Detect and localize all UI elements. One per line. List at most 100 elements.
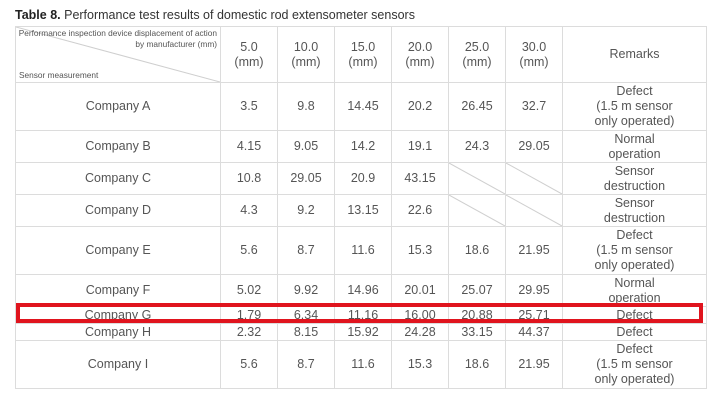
value-cell: 5.02 — [220, 274, 278, 307]
diagonal-line — [506, 163, 562, 194]
column-header-value: 25.0 — [464, 39, 490, 54]
remark-line: Defect — [616, 84, 653, 98]
value-cell: 29.05 — [505, 130, 563, 163]
header-row: Performance inspection device displaceme… — [15, 26, 707, 83]
remark-line: Normal — [614, 131, 655, 146]
value-cell: 11.6 — [334, 226, 392, 275]
value-cell: 14.45 — [334, 82, 392, 131]
value-cell: 8.7 — [277, 340, 335, 389]
value-cell: 4.15 — [220, 130, 278, 163]
value-cell: 18.6 — [448, 340, 506, 389]
empty-diagonal-cell — [505, 162, 563, 195]
remark-line: (1.5 m sensor — [596, 243, 673, 257]
table-row: Company D 4.3 9.2 13.15 22.6 Sensor dest… — [15, 194, 707, 227]
value-cell: 9.92 — [277, 274, 335, 307]
remark-line: Sensor — [614, 163, 655, 178]
value-cell: 9.8 — [277, 82, 335, 131]
value-cell: 15.3 — [391, 226, 449, 275]
remarks-cell: Defect (1.5 m sensor only operated) — [562, 226, 707, 275]
value-cell: 22.6 — [391, 194, 449, 227]
value-cell: 32.7 — [505, 82, 563, 131]
value-cell: 33.15 — [448, 323, 506, 341]
value-cell: 9.2 — [277, 194, 335, 227]
company-cell: Company I — [15, 340, 221, 389]
value-cell: 15.3 — [391, 340, 449, 389]
remark-line: Defect — [616, 324, 653, 339]
diagonal-line — [449, 163, 505, 194]
corner-header-top-text: Performance inspection device displaceme… — [19, 28, 217, 50]
remarks-header: Remarks — [562, 26, 707, 83]
column-header-unit: (mm) — [405, 54, 435, 69]
value-cell: 20.2 — [391, 82, 449, 131]
remark-line: destruction — [603, 178, 666, 193]
table-row: Company C 10.8 29.05 20.9 43.15 Sensor d… — [15, 162, 707, 195]
column-header: 20.0 (mm) — [391, 26, 449, 83]
remark-line: only operated) — [594, 258, 675, 272]
empty-diagonal-cell — [448, 194, 506, 227]
company-cell: Company H — [15, 323, 221, 341]
company-cell: Company D — [15, 194, 221, 227]
value-cell: 8.7 — [277, 226, 335, 275]
remarks-cell: Sensor destruction — [562, 162, 707, 195]
table-row: Company A 3.5 9.8 14.45 20.2 26.45 32.7 … — [15, 82, 707, 131]
value-cell: 25.07 — [448, 274, 506, 307]
remark-line: only operated) — [594, 114, 675, 128]
column-header-value: 15.0 — [350, 39, 376, 54]
value-cell: 5.6 — [220, 226, 278, 275]
remarks-cell: Defect (1.5 m sensor only operated) — [562, 82, 707, 131]
column-header: 30.0 (mm) — [505, 26, 563, 83]
value-cell: 29.05 — [277, 162, 335, 195]
company-g-highlight-box — [16, 303, 703, 323]
table-row: Company F 5.02 9.92 14.96 20.01 25.07 29… — [15, 274, 707, 307]
table-row: Company H 2.32 8.15 15.92 24.28 33.15 44… — [15, 323, 707, 341]
value-cell: 19.1 — [391, 130, 449, 163]
remark-line: operation — [608, 290, 661, 305]
remarks-cell: Defect — [562, 323, 707, 341]
value-cell: 2.32 — [220, 323, 278, 341]
column-header: 25.0 (mm) — [448, 26, 506, 83]
value-cell: 4.3 — [220, 194, 278, 227]
company-cell: Company C — [15, 162, 221, 195]
value-cell: 3.5 — [220, 82, 278, 131]
value-cell: 29.95 — [505, 274, 563, 307]
corner-header-top-line2: by manufacturer (mm) — [135, 39, 217, 49]
company-cell: Company E — [15, 226, 221, 275]
value-cell: 18.6 — [448, 226, 506, 275]
value-cell: 15.92 — [334, 323, 392, 341]
table-row: Company B 4.15 9.05 14.2 19.1 24.3 29.05… — [15, 130, 707, 163]
value-cell: 21.95 — [505, 340, 563, 389]
table-row: Company E 5.6 8.7 11.6 15.3 18.6 21.95 D… — [15, 226, 707, 275]
column-header: 10.0 (mm) — [277, 26, 335, 83]
corner-header-top-line1: Performance inspection device displaceme… — [18, 28, 217, 38]
remark-line: only operated) — [594, 372, 675, 386]
value-cell: 9.05 — [277, 130, 335, 163]
results-table: Performance inspection device displaceme… — [15, 26, 707, 389]
company-cell: Company F — [15, 274, 221, 307]
table-row: Company I 5.6 8.7 11.6 15.3 18.6 21.95 D… — [15, 340, 707, 389]
value-cell: 26.45 — [448, 82, 506, 131]
column-header-unit: (mm) — [291, 54, 321, 69]
table-caption: Table 8. Performance test results of dom… — [15, 8, 415, 22]
value-cell: 43.15 — [391, 162, 449, 195]
table-caption-text: Performance test results of domestic rod… — [64, 8, 415, 22]
value-cell: 8.15 — [277, 323, 335, 341]
column-header-unit: (mm) — [462, 54, 492, 69]
value-cell: 20.01 — [391, 274, 449, 307]
value-cell: 24.3 — [448, 130, 506, 163]
remark-line: operation — [608, 146, 661, 161]
column-header-value: 20.0 — [407, 39, 433, 54]
column-header-unit: (mm) — [519, 54, 549, 69]
remarks-cell: Normal operation — [562, 274, 707, 307]
remark-line: destruction — [603, 210, 666, 225]
diagonal-line — [506, 195, 562, 226]
column-header-value: 10.0 — [293, 39, 319, 54]
column-header-value: 5.0 — [240, 39, 258, 54]
column-header: 5.0 (mm) — [220, 26, 278, 83]
value-cell: 14.2 — [334, 130, 392, 163]
column-header-unit: (mm) — [348, 54, 378, 69]
remark-line: (1.5 m sensor — [596, 357, 673, 371]
value-cell: 13.15 — [334, 194, 392, 227]
remarks-cell: Normal operation — [562, 130, 707, 163]
value-cell: 21.95 — [505, 226, 563, 275]
corner-header-bottom-text: Sensor measurement — [19, 70, 99, 80]
